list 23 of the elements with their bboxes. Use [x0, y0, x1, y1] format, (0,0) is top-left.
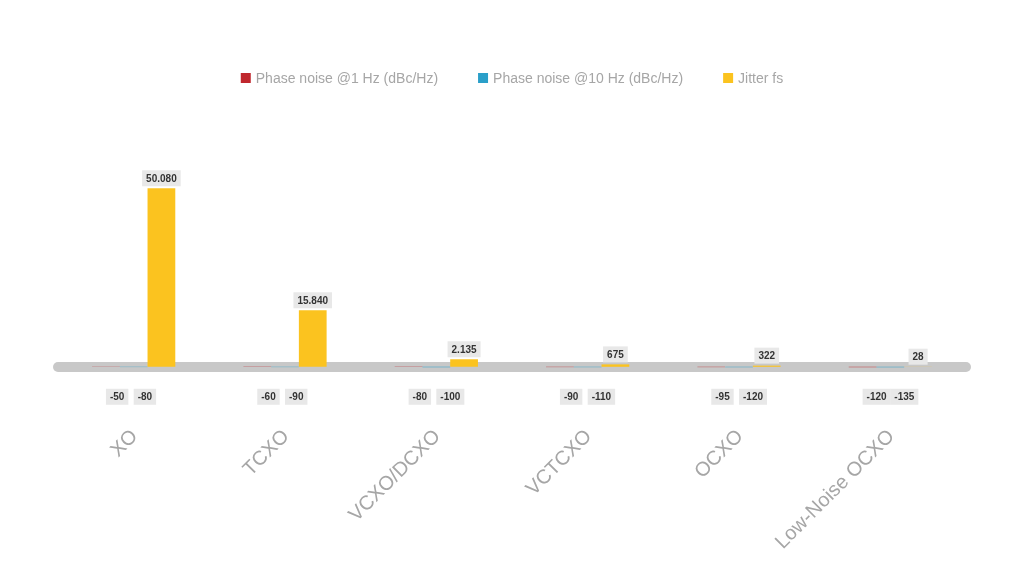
data-label: 15.840: [297, 294, 329, 306]
data-label: -80: [412, 391, 428, 403]
data-label: -120: [743, 391, 764, 403]
legend-label: Phase noise @10 Hz (dBc/Hz): [493, 70, 684, 86]
data-label: 675: [607, 348, 625, 360]
data-label: 322: [758, 350, 776, 362]
data-label: 28: [912, 351, 925, 363]
data-label: -90: [563, 391, 579, 403]
data-label: -135: [894, 391, 915, 403]
bar: [601, 364, 630, 367]
legend-label: Jitter fs: [738, 70, 784, 86]
data-label: -60: [261, 391, 277, 403]
data-label: -100: [440, 391, 461, 403]
data-label: 2.135: [451, 343, 478, 355]
data-label: -120: [866, 391, 888, 403]
data-label: 50.080: [146, 172, 178, 184]
x-tick-label: XO: [105, 424, 142, 461]
data-label: -90: [289, 391, 304, 403]
data-label: -80: [137, 391, 153, 403]
data-label: -95: [715, 391, 731, 403]
data-label: -110: [591, 391, 612, 403]
data-label: -50: [109, 391, 125, 403]
legend-label: Phase noise @1 Hz (dBc/Hz): [255, 70, 439, 86]
